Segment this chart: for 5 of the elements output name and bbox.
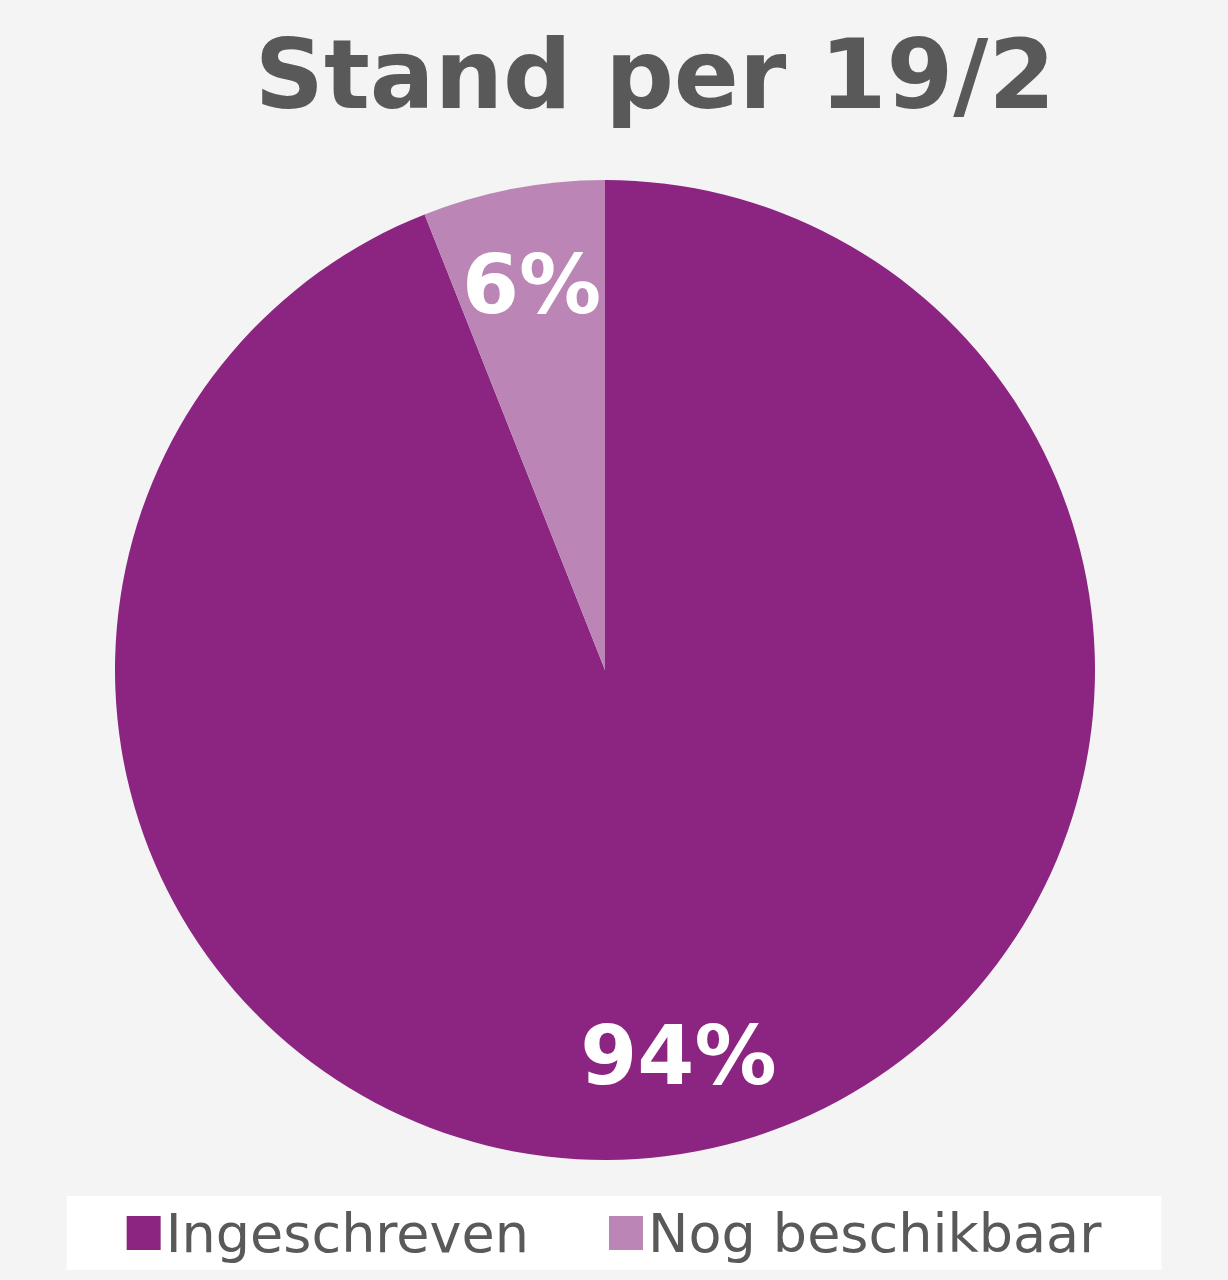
legend-label: Ingeschreven [165,1201,529,1265]
data-label: 94% [580,1007,777,1103]
data-label: 6% [461,237,602,333]
legend-label: Nog beschikbaar [647,1201,1103,1265]
chart-title: Stand per 19/2 [254,19,1056,131]
